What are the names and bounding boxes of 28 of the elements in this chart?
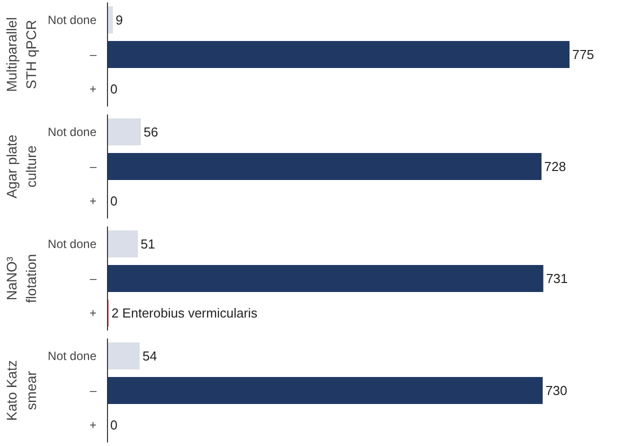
y-axis-title: NaNO³ flotation <box>4 254 39 304</box>
y-tick-label: Not done <box>48 124 97 139</box>
y-tick-label: – <box>90 272 97 286</box>
y-tick-label: – <box>90 384 97 398</box>
data-label: 54 <box>142 348 157 364</box>
y-axis-title: Multiparallel STH qPCR <box>4 17 39 92</box>
y-tick-label: + <box>89 82 97 96</box>
data-label: 56 <box>144 124 158 140</box>
data-label: 775 <box>572 47 594 62</box>
data-label: 0 <box>110 194 118 209</box>
data-label: 9 <box>116 12 123 28</box>
data-label: 0 <box>110 82 118 97</box>
y-tick-label: + <box>89 194 97 208</box>
y-tick-label: + <box>89 306 97 320</box>
data-label: 728 <box>544 159 566 174</box>
data-label: 2 Enterobius vermicularis <box>111 306 258 321</box>
y-tick-label: Not done <box>48 12 97 27</box>
data-label: 730 <box>545 383 568 398</box>
y-tick-label: + <box>89 418 97 432</box>
data-label: 731 <box>546 271 568 286</box>
y-axis-title: Agar plate culture <box>4 134 39 198</box>
y-tick-label: Not done <box>48 348 97 363</box>
y-axis-title: Kato Katz smear <box>4 360 39 421</box>
y-tick-label: Not done <box>48 236 97 251</box>
data-label: 51 <box>140 236 156 252</box>
y-tick-label: – <box>90 160 97 174</box>
y-tick-label: – <box>90 48 97 62</box>
data-label: 0 <box>110 418 118 433</box>
